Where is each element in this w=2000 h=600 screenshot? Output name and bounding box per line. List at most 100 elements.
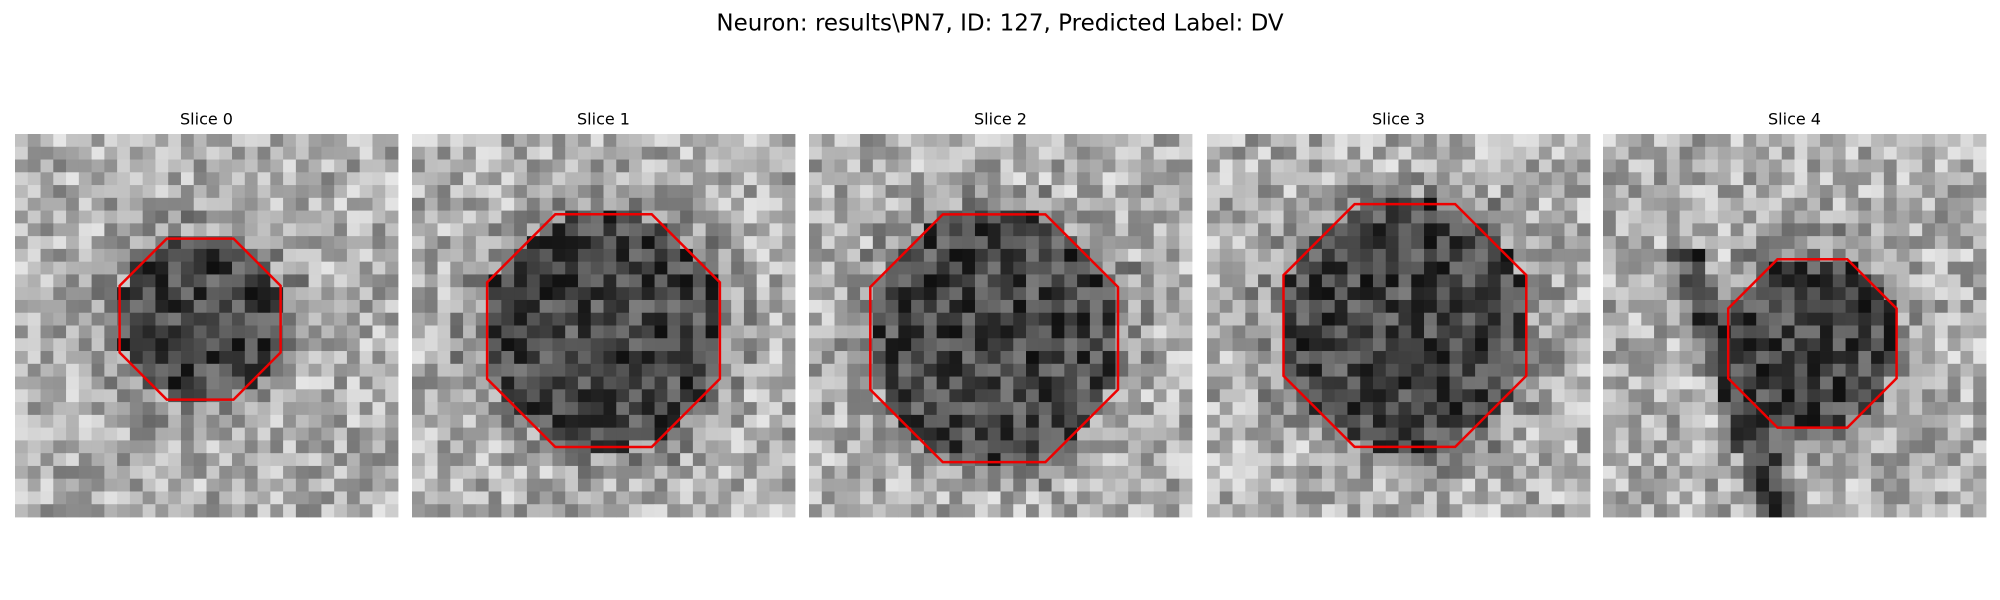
pixel	[206, 185, 220, 199]
pixel	[834, 325, 848, 339]
pixel	[1922, 402, 1936, 416]
pixel	[1270, 402, 1284, 416]
pixel	[1960, 299, 1974, 314]
pixel	[463, 491, 477, 505]
pixel	[1038, 376, 1052, 390]
pixel	[667, 159, 681, 173]
pixel	[949, 440, 963, 454]
pixel	[283, 376, 297, 390]
pixel	[27, 287, 41, 301]
pixel	[104, 465, 118, 480]
pixel	[1140, 261, 1155, 275]
pixel	[769, 159, 783, 173]
pixel	[1232, 299, 1246, 314]
pixel	[437, 172, 451, 186]
pixel	[1909, 453, 1923, 467]
pixel	[91, 440, 105, 454]
pixel	[1038, 159, 1052, 173]
pixel	[1526, 159, 1540, 173]
pixel	[782, 427, 796, 441]
pixel	[104, 134, 118, 148]
pixel	[667, 197, 681, 211]
pixel	[1128, 159, 1142, 173]
pixel	[1140, 351, 1155, 365]
pixel	[244, 274, 258, 288]
pixel	[475, 261, 489, 275]
pixel	[168, 402, 182, 416]
pixel	[40, 338, 54, 352]
pixel	[1360, 261, 1374, 275]
pixel	[1347, 287, 1361, 301]
pixel	[769, 325, 783, 339]
pixel	[1615, 172, 1629, 186]
pixel	[1013, 491, 1027, 505]
pixel	[308, 338, 322, 352]
pixel	[501, 376, 515, 390]
pixel	[603, 185, 617, 199]
pixel	[1089, 236, 1104, 250]
pixel	[718, 134, 732, 148]
pixel	[1756, 427, 1770, 441]
pixel	[1577, 223, 1591, 237]
pixel	[514, 274, 528, 288]
pixel	[1832, 351, 1846, 365]
pixel	[321, 427, 335, 441]
pixel	[834, 299, 848, 314]
pixel	[257, 465, 271, 480]
pixel	[142, 427, 156, 441]
pixel	[1115, 274, 1129, 288]
pixel	[1179, 440, 1193, 454]
pixel	[1794, 299, 1808, 314]
pixel	[629, 453, 643, 467]
pixel	[1207, 185, 1221, 199]
pixel	[1321, 236, 1336, 250]
pixel	[1832, 261, 1846, 275]
pixel	[1832, 274, 1846, 288]
pixel	[1743, 440, 1757, 454]
pixel	[1756, 491, 1770, 505]
pixel	[539, 453, 553, 467]
pixel	[1820, 287, 1834, 301]
pixel	[295, 376, 310, 390]
pixel	[1270, 453, 1284, 467]
pixel	[1832, 338, 1846, 352]
pixel	[424, 248, 438, 263]
pixel	[1641, 146, 1655, 160]
pixel	[1064, 338, 1078, 352]
pixel	[193, 376, 207, 390]
pixel	[1628, 210, 1642, 224]
pixel	[321, 248, 335, 263]
pixel	[1973, 210, 1987, 224]
pixel	[974, 465, 989, 480]
pixel	[526, 287, 541, 301]
pixel	[987, 261, 1001, 275]
pixel	[1207, 389, 1221, 403]
pixel	[1000, 274, 1014, 288]
pixel	[53, 261, 67, 275]
pixel	[1628, 440, 1642, 454]
pixel	[1794, 185, 1808, 199]
pixel	[385, 478, 399, 492]
pixel	[692, 376, 707, 390]
pixel	[78, 414, 92, 429]
pixel	[1258, 491, 1272, 505]
pixel	[565, 134, 579, 148]
pixel	[1347, 261, 1361, 275]
pixel	[1756, 248, 1770, 263]
pixel	[142, 274, 156, 288]
pixel	[1500, 274, 1514, 288]
pixel	[654, 185, 668, 199]
pixel	[15, 172, 29, 186]
pixel	[1270, 478, 1284, 492]
pixel	[40, 172, 54, 186]
pixel	[1140, 185, 1155, 199]
pixel	[1424, 223, 1438, 237]
pixel	[1858, 146, 1872, 160]
pixel	[1922, 338, 1936, 352]
pixel	[257, 146, 271, 160]
pixel	[1551, 248, 1565, 263]
pixel	[1385, 261, 1399, 275]
pixel	[1526, 299, 1540, 314]
pixel	[1641, 261, 1655, 275]
pixel	[1666, 478, 1680, 492]
